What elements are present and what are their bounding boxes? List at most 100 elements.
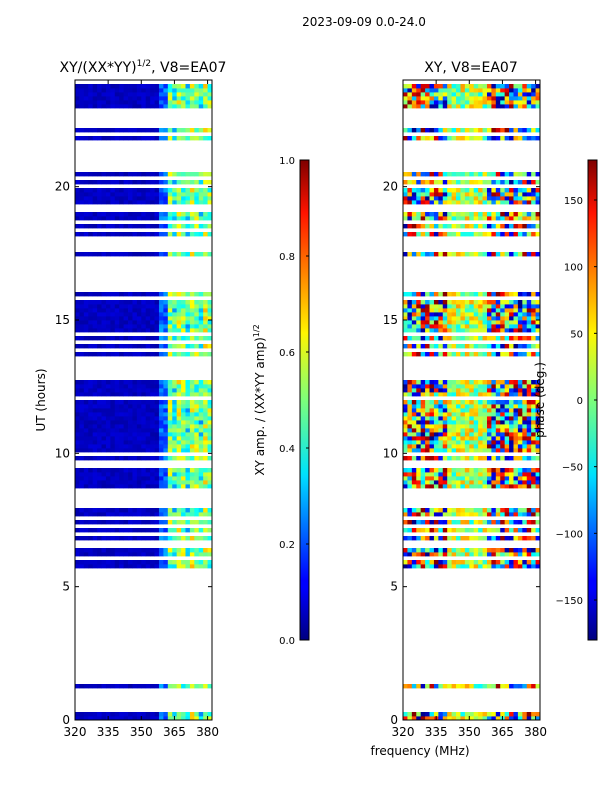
phase-cell <box>420 408 426 413</box>
amplitude-cell <box>114 304 120 309</box>
phase-cell <box>504 684 510 689</box>
amplitude-cell <box>198 420 204 425</box>
phase-cell <box>495 548 501 553</box>
amplitude-cell <box>150 448 155 453</box>
amplitude-cell <box>194 716 200 720</box>
amplitude-cell <box>154 232 160 237</box>
amplitude-cell <box>158 440 164 445</box>
amplitude-cell <box>123 128 129 133</box>
amplitude-cell <box>123 388 129 393</box>
amplitude-cell <box>150 312 155 317</box>
amplitude-cell <box>198 312 204 317</box>
phase-cell <box>464 180 470 185</box>
phase-cell <box>403 716 408 720</box>
phase-cell <box>416 128 422 133</box>
phase-cell <box>451 84 457 89</box>
amplitude-cell <box>194 312 200 317</box>
phase-cell <box>464 200 470 205</box>
amplitude-cell <box>154 104 160 109</box>
amplitude-cell <box>189 136 195 141</box>
phase-cell <box>469 88 475 93</box>
phase-cell <box>433 188 439 193</box>
amplitude-cell <box>110 188 116 193</box>
phase-cell <box>495 352 501 357</box>
phase-cell <box>433 420 439 425</box>
amplitude-cell <box>181 192 186 197</box>
amplitude-cell <box>154 456 160 461</box>
phase-cell <box>416 484 422 489</box>
amplitude-cell <box>150 200 155 205</box>
phase-cell <box>447 476 453 481</box>
phase-cell <box>517 560 523 565</box>
phase-cell <box>504 380 510 385</box>
amplitude-cell <box>132 472 138 477</box>
amplitude-cell <box>110 428 116 433</box>
amplitude-cell <box>172 384 178 389</box>
amplitude-cell <box>79 352 85 357</box>
phase-cell <box>517 420 523 425</box>
amplitude-cell <box>181 684 186 689</box>
phase-cell <box>416 196 422 201</box>
amplitude-cell <box>167 384 173 389</box>
phase-cell <box>504 216 510 221</box>
amplitude-cell <box>101 484 107 489</box>
phase-cell <box>495 420 501 425</box>
amplitude-cell <box>145 252 151 257</box>
phase-cell <box>464 520 470 525</box>
phase-cell <box>456 564 461 569</box>
phase-cell <box>451 408 457 413</box>
amplitude-cell <box>154 224 160 229</box>
phase-cell <box>416 448 422 453</box>
phase-cell <box>403 336 408 341</box>
amplitude-cell <box>194 300 200 305</box>
phase-cell <box>517 252 523 257</box>
phase-cell <box>442 336 448 341</box>
phase-cell <box>433 312 439 317</box>
amplitude-cell <box>172 424 178 429</box>
amplitude-cell <box>172 404 178 409</box>
phase-cell <box>407 428 413 433</box>
phase-cell <box>531 424 536 429</box>
amplitude-cell <box>141 548 147 553</box>
amplitude-cell <box>172 436 178 441</box>
amplitude-cell <box>88 128 94 133</box>
amplitude-cell <box>110 416 116 421</box>
amplitude-cell <box>181 448 186 453</box>
phase-cell <box>482 100 488 105</box>
phase-cell <box>535 312 540 317</box>
phase-cell <box>464 292 470 297</box>
amplitude-cell <box>198 232 204 237</box>
phase-cell <box>517 292 523 297</box>
amplitude-cell <box>123 212 129 217</box>
phase-cell <box>491 196 497 201</box>
phase-cell <box>425 104 430 109</box>
phase-cell <box>526 536 532 541</box>
amplitude-cell <box>105 420 111 425</box>
amplitude-x-ticks: 320 335 350 365 380 <box>64 80 219 739</box>
amplitude-cell <box>88 716 94 720</box>
amplitude-cell <box>189 84 195 89</box>
amplitude-cell <box>128 552 133 557</box>
amplitude-cell <box>154 216 160 221</box>
phase-cell <box>451 432 457 437</box>
amplitude-cell <box>110 224 116 229</box>
amplitude-cell <box>172 88 178 93</box>
amplitude-cell <box>176 92 182 97</box>
amplitude-cell <box>176 128 182 133</box>
phase-cell <box>407 308 413 313</box>
amplitude-cell <box>167 428 173 433</box>
amplitude-cell <box>194 564 200 569</box>
amplitude-cell <box>114 412 120 417</box>
phase-cell <box>473 224 479 229</box>
phase-cell <box>407 484 413 489</box>
amplitude-cell <box>110 304 116 309</box>
amplitude-cell <box>181 536 186 541</box>
phase-cell <box>425 456 430 461</box>
phase-cell <box>438 292 444 297</box>
phase-cell <box>486 408 492 413</box>
phase-cell <box>464 564 470 569</box>
amplitude-cell <box>145 136 151 141</box>
amplitude-cell <box>150 308 155 313</box>
amplitude-cell <box>119 392 125 397</box>
phase-cell <box>531 216 536 221</box>
